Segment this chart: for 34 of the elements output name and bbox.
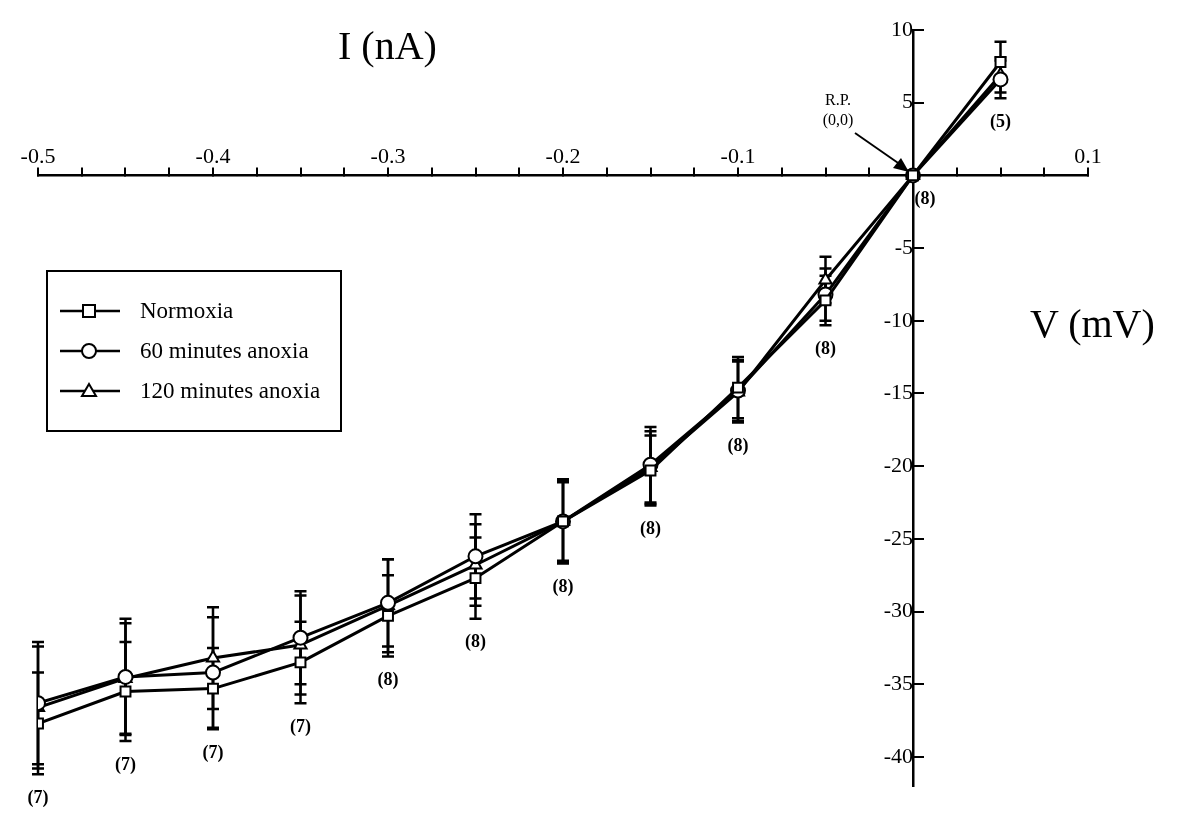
y-tick-label: -15: [883, 379, 913, 405]
y-tick-label: 5: [902, 88, 913, 114]
x-tick-label: 0.1: [1074, 143, 1102, 169]
x-tick-label: -0.5: [20, 143, 56, 169]
legend-label: 120 minutes anoxia: [140, 378, 321, 404]
y-tick-label: -10: [883, 306, 913, 332]
y-tick-label: -25: [883, 524, 913, 550]
annotation: (5): [990, 110, 1011, 132]
x-axis-title: I (nA): [338, 22, 437, 69]
y-axis-title: V (mV): [1030, 300, 1155, 347]
y-tick-label: -5: [894, 233, 913, 259]
annotation: R.P. (0,0): [822, 90, 854, 129]
annotation: (7): [115, 753, 136, 775]
annotation: (8): [640, 518, 661, 540]
annotation: (8): [727, 435, 749, 457]
y-tick-label: -20: [883, 451, 913, 477]
annotation: (8): [465, 631, 486, 653]
annotation: (8): [815, 337, 836, 359]
annotation: (8): [377, 669, 399, 691]
x-tick-label: -0.1: [720, 143, 756, 169]
y-tick-label: -35: [883, 670, 913, 696]
x-tick-label: -0.3: [370, 143, 406, 169]
annotation: (7): [290, 715, 311, 737]
y-tick-label: -40: [883, 742, 913, 768]
text: (7): [27, 787, 49, 809]
y-tick-label: 10: [891, 15, 913, 41]
annotation: (7): [202, 741, 224, 763]
legend-label: Normoxia: [140, 298, 234, 324]
annotation: (8): [552, 576, 574, 598]
y-tick-label: -30: [883, 597, 913, 623]
x-tick-label: -0.2: [545, 143, 581, 169]
annotation: (8): [914, 188, 936, 210]
legend-label: 60 minutes anoxia: [140, 338, 309, 364]
x-tick-label: -0.4: [195, 143, 231, 169]
